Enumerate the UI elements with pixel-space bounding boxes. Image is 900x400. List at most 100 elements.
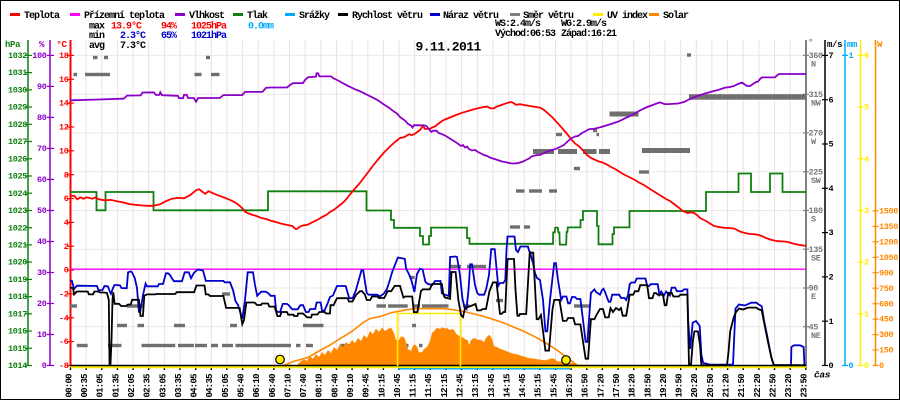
svg-text:6: 6	[864, 51, 869, 61]
svg-text:30: 30	[37, 268, 47, 278]
svg-text:-4: -4	[59, 313, 69, 323]
svg-text:1020: 1020	[8, 258, 27, 268]
svg-text:08:10: 08:10	[315, 374, 325, 398]
svg-text:UV index: UV index	[607, 10, 648, 22]
svg-text:150: 150	[879, 346, 894, 356]
svg-text:1019: 1019	[8, 275, 27, 285]
svg-text:21:20: 21:20	[722, 374, 732, 398]
svg-text:0.0mm: 0.0mm	[248, 21, 274, 32]
svg-text:NW: NW	[811, 98, 822, 108]
svg-text:94%: 94%	[161, 21, 177, 32]
svg-text:04:05: 04:05	[190, 374, 200, 398]
svg-text:hPa: hPa	[5, 40, 21, 50]
svg-text:18: 18	[59, 51, 69, 61]
svg-text:mm: mm	[847, 40, 858, 50]
svg-text:135: 135	[809, 245, 824, 255]
svg-text:čas: čas	[814, 370, 831, 381]
svg-text:13:15: 13:15	[471, 374, 481, 398]
svg-text:Srážky: Srážky	[299, 10, 330, 22]
svg-text:S: S	[811, 215, 816, 225]
svg-text:01:05: 01:05	[96, 374, 106, 398]
svg-text:1025hPa: 1025hPa	[191, 20, 227, 32]
svg-text:2: 2	[64, 242, 69, 252]
svg-text:20:20: 20:20	[690, 374, 700, 398]
svg-text:8: 8	[64, 170, 69, 180]
svg-text:1023: 1023	[8, 206, 27, 216]
svg-text:18:50: 18:50	[643, 374, 653, 398]
svg-text:Vlhkost: Vlhkost	[189, 10, 225, 22]
svg-text:10:45: 10:45	[393, 374, 403, 398]
svg-text:60: 60	[37, 175, 47, 185]
svg-text:300: 300	[879, 330, 894, 340]
svg-text:15:45: 15:45	[549, 374, 559, 398]
svg-text:1021: 1021	[8, 241, 27, 251]
svg-text:180: 180	[809, 206, 824, 216]
svg-text:1032: 1032	[8, 51, 27, 61]
svg-text:1: 1	[849, 51, 854, 61]
svg-text:1015: 1015	[8, 344, 27, 354]
svg-text:03:05: 03:05	[158, 374, 168, 398]
svg-text:1028: 1028	[8, 120, 27, 130]
svg-text:02:35: 02:35	[143, 374, 153, 398]
svg-text:°: °	[808, 38, 813, 48]
svg-text:1017: 1017	[8, 309, 27, 319]
svg-text:01:35: 01:35	[111, 374, 121, 398]
svg-text:Rychlost větru: Rychlost větru	[352, 10, 423, 22]
svg-text:05:40: 05:40	[237, 374, 247, 398]
svg-text:3: 3	[864, 206, 869, 216]
svg-text:3: 3	[829, 228, 834, 238]
svg-text:1500: 1500	[879, 207, 898, 217]
svg-text:13:45: 13:45	[487, 374, 497, 398]
svg-text:13.9°C: 13.9°C	[111, 20, 142, 32]
svg-text:Západ:16:21: Západ:16:21	[561, 28, 617, 40]
svg-text:10:15: 10:15	[377, 374, 387, 398]
svg-text:12:45: 12:45	[456, 374, 466, 398]
svg-text:18:20: 18:20	[628, 374, 638, 398]
svg-text:W: W	[877, 40, 883, 50]
svg-text:70: 70	[37, 144, 47, 154]
svg-text:Směr větru: Směr větru	[523, 10, 574, 22]
svg-text:1016: 1016	[8, 327, 27, 337]
svg-text:-8: -8	[59, 361, 69, 371]
svg-text:1350: 1350	[879, 222, 898, 232]
svg-text:max: max	[89, 21, 105, 32]
svg-text:360: 360	[809, 51, 824, 61]
svg-text:22:50: 22:50	[768, 374, 778, 398]
svg-text:Přízemní teplota: Přízemní teplota	[84, 10, 165, 22]
svg-text:1031: 1031	[8, 68, 27, 78]
svg-text:11:15: 11:15	[409, 374, 419, 398]
svg-text:WS:2.4m/s: WS:2.4m/s	[495, 18, 541, 30]
svg-text:900: 900	[879, 268, 894, 278]
svg-text:6: 6	[64, 194, 69, 204]
svg-text:07:10: 07:10	[283, 374, 293, 398]
svg-text:1024: 1024	[8, 189, 27, 199]
svg-text:4: 4	[864, 154, 869, 164]
svg-text:90: 90	[37, 82, 47, 92]
svg-text:1014: 1014	[8, 361, 27, 371]
svg-text:NE: NE	[811, 331, 821, 341]
svg-text:14: 14	[59, 99, 69, 109]
svg-text:21:50: 21:50	[737, 374, 747, 398]
svg-text:600: 600	[879, 299, 894, 309]
svg-text:14:45: 14:45	[518, 374, 528, 398]
svg-text:1026: 1026	[8, 154, 27, 164]
svg-text:Tlak: Tlak	[247, 10, 268, 22]
svg-text:avg: avg	[89, 41, 105, 52]
svg-text:11:45: 11:45	[424, 374, 434, 398]
svg-text:1021hPa: 1021hPa	[191, 30, 227, 42]
svg-text:16:20: 16:20	[565, 374, 575, 398]
svg-text:1030: 1030	[8, 86, 27, 96]
svg-text:23:20: 23:20	[784, 374, 794, 398]
svg-text:09:10: 09:10	[346, 374, 356, 398]
svg-text:7: 7	[829, 51, 834, 61]
svg-text:20:50: 20:50	[706, 374, 716, 398]
svg-text:SW: SW	[811, 176, 822, 186]
svg-text:315: 315	[809, 90, 824, 100]
svg-text:4: 4	[829, 184, 834, 194]
svg-text:14:15: 14:15	[503, 374, 513, 398]
svg-text:0: 0	[864, 361, 869, 371]
svg-text:04:35: 04:35	[205, 374, 215, 398]
svg-text:2: 2	[829, 273, 834, 283]
svg-text:12: 12	[59, 123, 69, 133]
svg-text:225: 225	[809, 167, 824, 177]
